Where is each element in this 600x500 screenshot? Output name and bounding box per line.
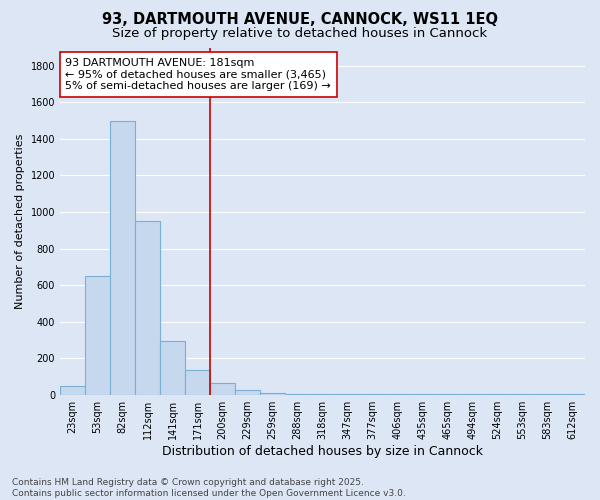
Text: 93 DARTMOUTH AVENUE: 181sqm
← 95% of detached houses are smaller (3,465)
5% of s: 93 DARTMOUTH AVENUE: 181sqm ← 95% of det… xyxy=(65,58,331,91)
Text: Contains HM Land Registry data © Crown copyright and database right 2025.
Contai: Contains HM Land Registry data © Crown c… xyxy=(12,478,406,498)
Bar xyxy=(85,276,110,394)
Bar xyxy=(160,341,185,394)
Bar xyxy=(185,370,210,394)
Bar xyxy=(60,386,85,394)
Bar xyxy=(210,383,235,394)
Text: Size of property relative to detached houses in Cannock: Size of property relative to detached ho… xyxy=(112,28,488,40)
Bar xyxy=(110,120,135,394)
X-axis label: Distribution of detached houses by size in Cannock: Distribution of detached houses by size … xyxy=(162,444,483,458)
Text: 93, DARTMOUTH AVENUE, CANNOCK, WS11 1EQ: 93, DARTMOUTH AVENUE, CANNOCK, WS11 1EQ xyxy=(102,12,498,28)
Bar xyxy=(260,393,285,394)
Y-axis label: Number of detached properties: Number of detached properties xyxy=(15,134,25,309)
Bar xyxy=(135,221,160,394)
Bar xyxy=(235,390,260,394)
